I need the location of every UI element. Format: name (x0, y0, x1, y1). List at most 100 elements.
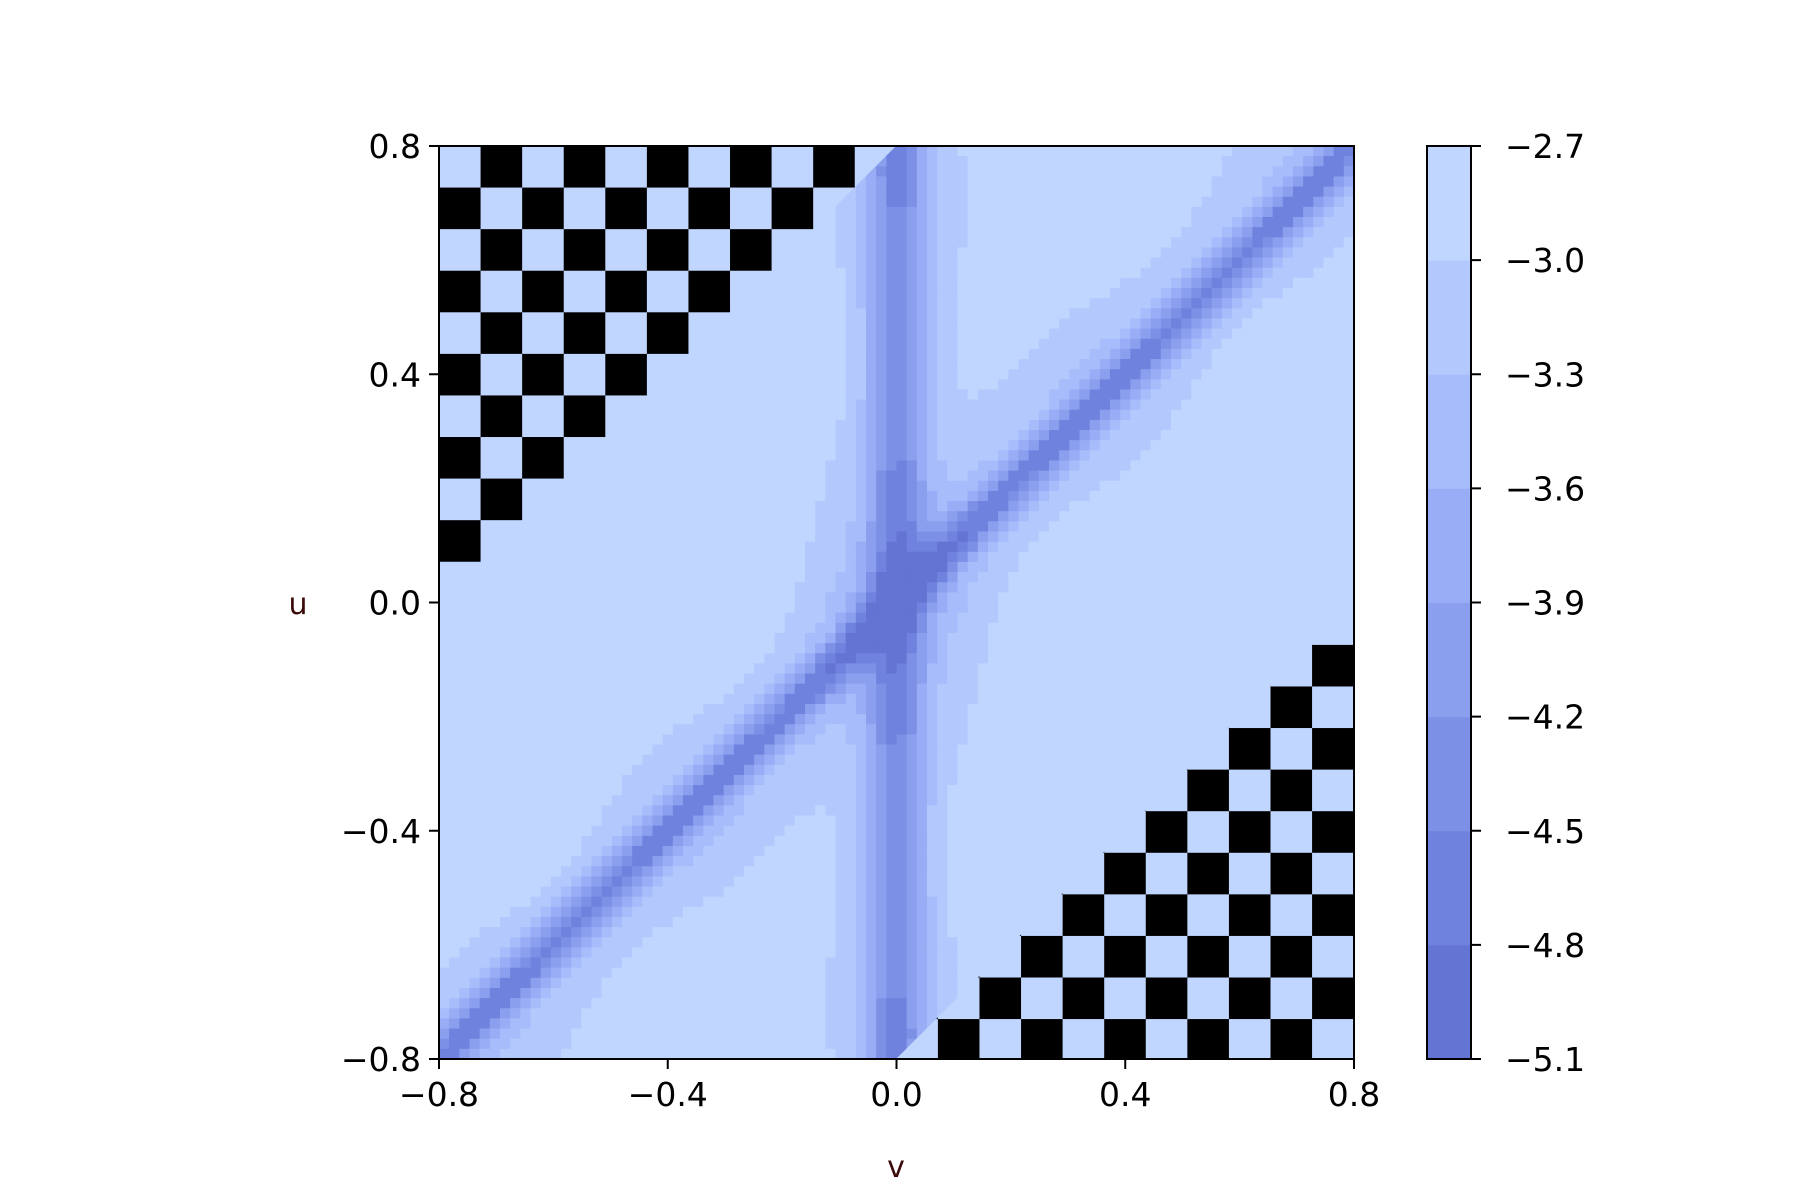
contour-cell (1191, 683, 1203, 695)
contour-cell (876, 257, 887, 269)
contour-cell (845, 632, 857, 644)
contour-cell (1201, 156, 1213, 167)
contour-cell (998, 206, 1009, 218)
contour-cell (998, 673, 1009, 685)
contour-cell (1150, 592, 1162, 604)
contour-cell (1089, 541, 1101, 553)
contour-cell (439, 663, 450, 675)
contour-cell (805, 703, 816, 715)
contour-cell (815, 531, 826, 543)
contour-cell (886, 490, 898, 502)
contour-cell (906, 592, 918, 604)
contour-cell (1049, 521, 1060, 533)
contour-cell (998, 237, 1009, 249)
contour-cell (1099, 409, 1111, 421)
contour-cell (1171, 592, 1182, 604)
contour-cell (1252, 612, 1264, 624)
contour-cell (1262, 328, 1274, 340)
contour-cell (581, 531, 593, 543)
contour-cell (957, 511, 969, 522)
contour-cell (774, 632, 786, 644)
contour-cell (744, 430, 755, 441)
contour-cell (1069, 176, 1081, 188)
contour-cell (794, 460, 806, 472)
contour-cell (1232, 673, 1243, 685)
contour-cell (1140, 440, 1152, 451)
contour-cell (957, 521, 969, 533)
contour-cell (886, 206, 898, 218)
contour-cell (1160, 257, 1172, 269)
contour-cell (784, 521, 796, 533)
contour-cell (591, 612, 603, 624)
contour-cell (1099, 379, 1111, 391)
contour-cell (1079, 247, 1091, 259)
contour-cell (1110, 379, 1121, 391)
contour-cell (591, 521, 603, 533)
contour-cell (1069, 501, 1081, 512)
contour-cell (1272, 632, 1284, 644)
contour-cell (794, 561, 806, 573)
contour-cell (927, 196, 938, 208)
contour-cell (825, 511, 837, 522)
contour-cell (469, 643, 481, 654)
contour-cell (540, 572, 552, 583)
contour-cell (764, 450, 776, 462)
contour-cell (1201, 561, 1213, 573)
contour-cell (1333, 338, 1345, 350)
contour-cell (1130, 348, 1142, 360)
contour-cell (1038, 338, 1050, 350)
contour-cell (1028, 227, 1040, 238)
contour-cell (784, 582, 796, 593)
contour-cell (1140, 257, 1152, 269)
contour-cell (1171, 632, 1182, 644)
contour-cell (1089, 399, 1101, 411)
contour-cell (1201, 369, 1213, 380)
contour-cell (459, 572, 471, 583)
contour-cell (1049, 217, 1060, 228)
contour-cell (733, 480, 745, 492)
contour-cell (693, 440, 704, 451)
contour-cell (1232, 379, 1243, 391)
contour-cell (601, 653, 613, 664)
contour-cell (845, 430, 857, 441)
contour-cell (1343, 257, 1354, 269)
contour-cell (1171, 470, 1182, 482)
contour-cell (1343, 470, 1354, 482)
contour-cell (866, 348, 877, 360)
contour-cell (1140, 551, 1152, 563)
contour-cell (642, 409, 654, 421)
contour-cell (1160, 206, 1172, 218)
contour-cell (1313, 521, 1325, 533)
contour-cell (835, 582, 847, 593)
contour-cell (805, 653, 816, 664)
contour-cell (1038, 166, 1050, 178)
contour-cell (733, 622, 745, 634)
contour-cell (1099, 693, 1111, 705)
contour-cell (998, 683, 1009, 695)
contour-cell (1069, 369, 1081, 380)
contour-cell (1313, 582, 1325, 593)
contour-cell (744, 359, 755, 370)
contour-cell (835, 592, 847, 604)
contour-cell (1242, 328, 1253, 340)
contour-cell (825, 572, 837, 583)
contour-cell (1069, 582, 1081, 593)
contour-cell (927, 531, 938, 543)
contour-cell (713, 501, 725, 512)
contour-cell (967, 490, 979, 502)
contour-cell (601, 693, 613, 705)
contour-cell (1333, 470, 1345, 482)
contour-cell (1293, 227, 1304, 238)
contour-cell (1181, 490, 1192, 502)
contour-cell (530, 582, 542, 593)
contour-cell (1130, 277, 1142, 289)
contour-cell (693, 490, 704, 502)
contour-cell (784, 531, 796, 543)
contour-cell (1211, 338, 1223, 350)
contour-cell (835, 430, 847, 441)
contour-cell (1272, 186, 1284, 198)
contour-cell (1160, 267, 1172, 279)
contour-cell (1232, 146, 1243, 157)
contour-cell (1191, 237, 1203, 249)
contour-cell (713, 440, 725, 451)
